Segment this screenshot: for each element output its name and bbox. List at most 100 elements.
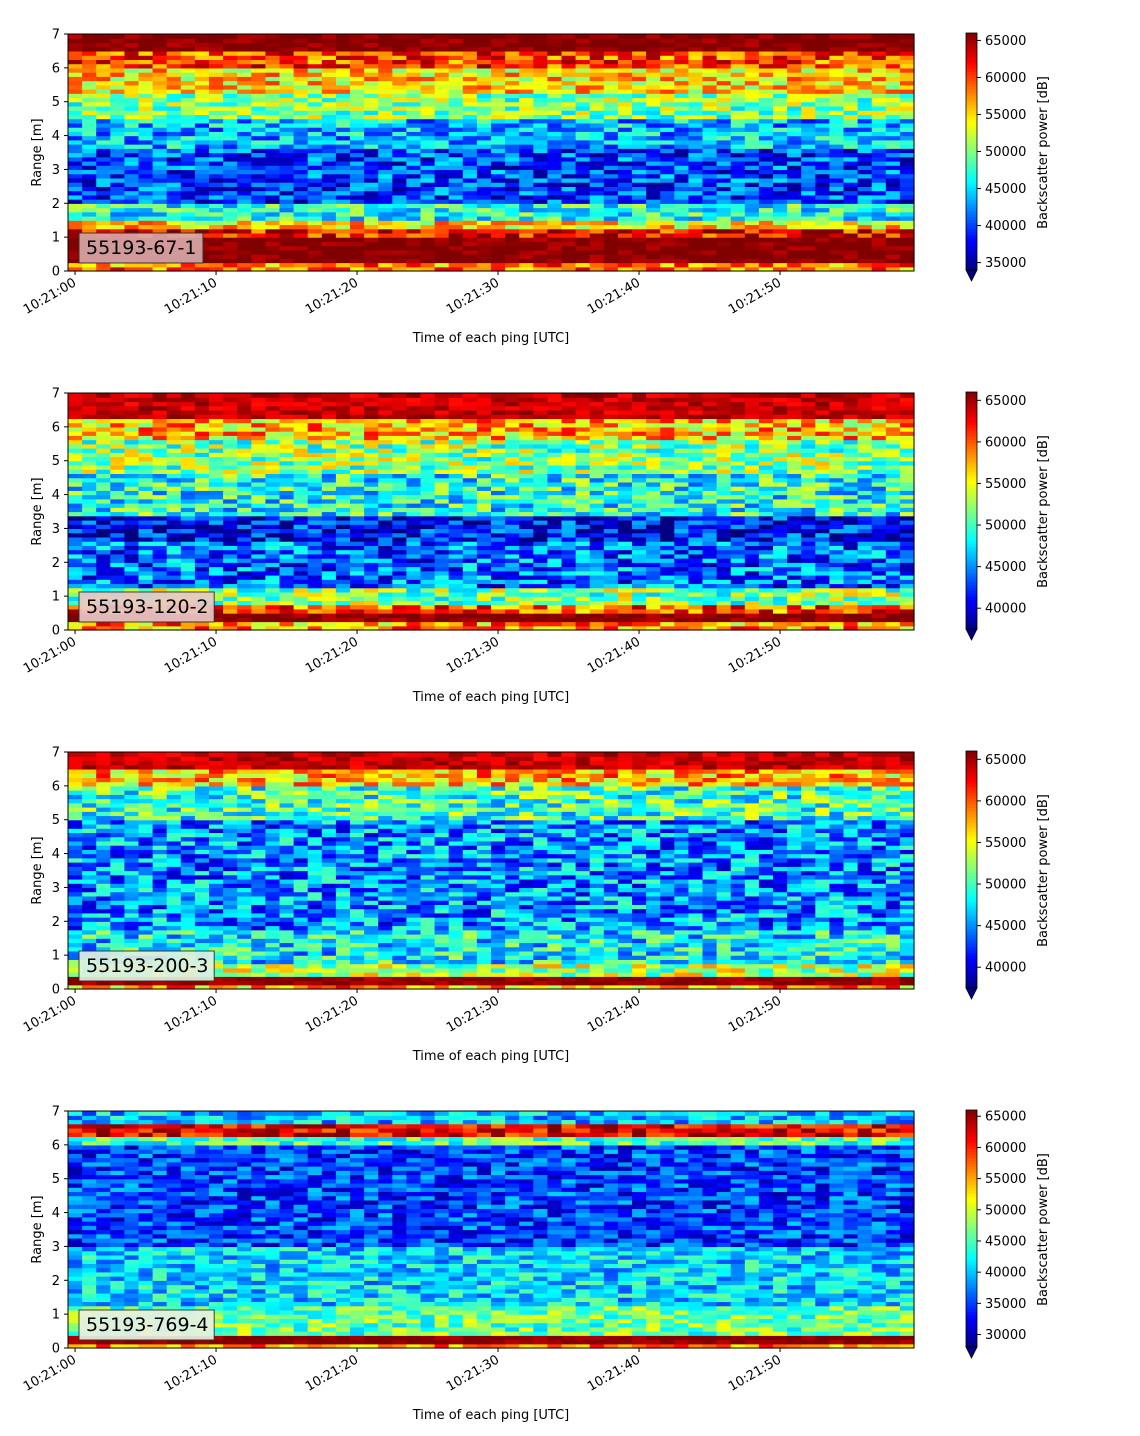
heatmap-cell (688, 207, 704, 213)
heatmap-cell (787, 152, 802, 158)
heatmap-cell (674, 156, 689, 162)
colorbar-segment (966, 124, 977, 129)
heatmap-cell (857, 203, 873, 209)
heatmap-cell (350, 232, 365, 238)
heatmap-cell (646, 625, 661, 631)
heatmap-cell (730, 131, 746, 137)
heatmap-cell (68, 97, 83, 103)
colorbar-segment (966, 225, 977, 230)
heatmap-cell (110, 266, 125, 272)
heatmap-cell (561, 617, 577, 623)
heatmap-cell (194, 558, 210, 563)
heatmap-cell (829, 245, 845, 251)
heatmap-cell (378, 608, 393, 614)
heatmap-cell (843, 34, 859, 39)
heatmap-cell (265, 579, 281, 585)
heatmap-cell (674, 258, 689, 264)
heatmap-cell (335, 203, 351, 209)
heatmap-cell (265, 118, 281, 124)
heatmap-cell (180, 152, 196, 158)
heatmap-cell (871, 604, 887, 610)
heatmap-cell (688, 258, 704, 264)
heatmap-cell (857, 228, 873, 234)
heatmap-cell (420, 613, 436, 618)
heatmap-cell (265, 587, 281, 593)
heatmap-cell (392, 203, 407, 209)
heatmap-cell (82, 169, 97, 175)
heatmap-cell (223, 101, 238, 107)
heatmap-cell (68, 224, 83, 230)
heatmap-cell (124, 549, 140, 555)
heatmap-cell (857, 110, 873, 116)
heatmap-cell (674, 152, 689, 158)
heatmap-cell (237, 625, 252, 631)
heatmap-cell (420, 50, 436, 56)
heatmap-cell (801, 139, 816, 145)
heatmap-cell (251, 545, 266, 551)
heatmap-cell (857, 38, 873, 44)
heatmap-cell (660, 84, 675, 90)
heatmap-cell (265, 76, 281, 82)
heatmap-cell (885, 190, 901, 196)
heatmap-cell (152, 165, 168, 171)
heatmap-cell (773, 625, 788, 631)
heatmap-cell (603, 118, 619, 124)
heatmap-cell (758, 46, 774, 52)
heatmap-cell (547, 101, 563, 107)
heatmap-cell (885, 80, 901, 86)
heatmap-cell (378, 199, 393, 204)
heatmap-cell (321, 190, 337, 196)
heatmap-cell (138, 84, 154, 90)
heatmap-cell (617, 536, 633, 542)
heatmap-cell (138, 93, 154, 99)
heatmap-cell (632, 190, 647, 196)
heatmap-cell (110, 110, 125, 116)
heatmap-cell (716, 617, 732, 623)
heatmap-cell (632, 553, 647, 559)
heatmap-cell (110, 190, 125, 196)
heatmap-cell (392, 541, 407, 546)
heatmap-cell (505, 545, 520, 551)
heatmap-cell (674, 524, 689, 530)
heatmap-cell (758, 574, 774, 580)
y-tick-label: 7 (52, 28, 60, 43)
heatmap-cell (406, 114, 422, 120)
heatmap-cell (716, 528, 732, 534)
heatmap-cell (758, 97, 774, 103)
heatmap-cell (801, 46, 816, 52)
heatmap-cell (603, 262, 619, 268)
heatmap-cell (406, 199, 422, 204)
heatmap-cell (589, 266, 605, 272)
heatmap-cell (476, 262, 492, 268)
heatmap-cell (462, 177, 478, 183)
heatmap-cell (138, 38, 154, 44)
heatmap-cell (364, 621, 379, 627)
heatmap-cell (166, 190, 182, 196)
heatmap-cell (899, 110, 915, 116)
heatmap-cell (603, 211, 619, 217)
heatmap-cell (166, 63, 182, 69)
heatmap-cell (265, 156, 281, 162)
heatmap-cell (885, 135, 901, 141)
heatmap-cell (730, 135, 746, 141)
heatmap-cell (335, 72, 351, 77)
heatmap-cell (166, 566, 182, 572)
heatmap-cell (589, 241, 605, 247)
heatmap-cell (251, 80, 266, 86)
heatmap-cell (688, 220, 704, 226)
heatmap-cell (547, 258, 563, 264)
heatmap-cell (491, 613, 506, 618)
heatmap-cell (857, 528, 873, 534)
heatmap-cell (194, 84, 210, 90)
heatmap-cell (899, 72, 915, 77)
heatmap-cell (434, 89, 450, 94)
heatmap-cell (885, 266, 901, 272)
heatmap-cell (829, 553, 845, 559)
heatmap-cell (702, 89, 718, 94)
heatmap-cell (843, 613, 859, 618)
heatmap-cell (350, 237, 365, 242)
heatmap-cell (491, 182, 506, 187)
heatmap-cell (505, 144, 520, 149)
heatmap-cell (674, 160, 689, 166)
